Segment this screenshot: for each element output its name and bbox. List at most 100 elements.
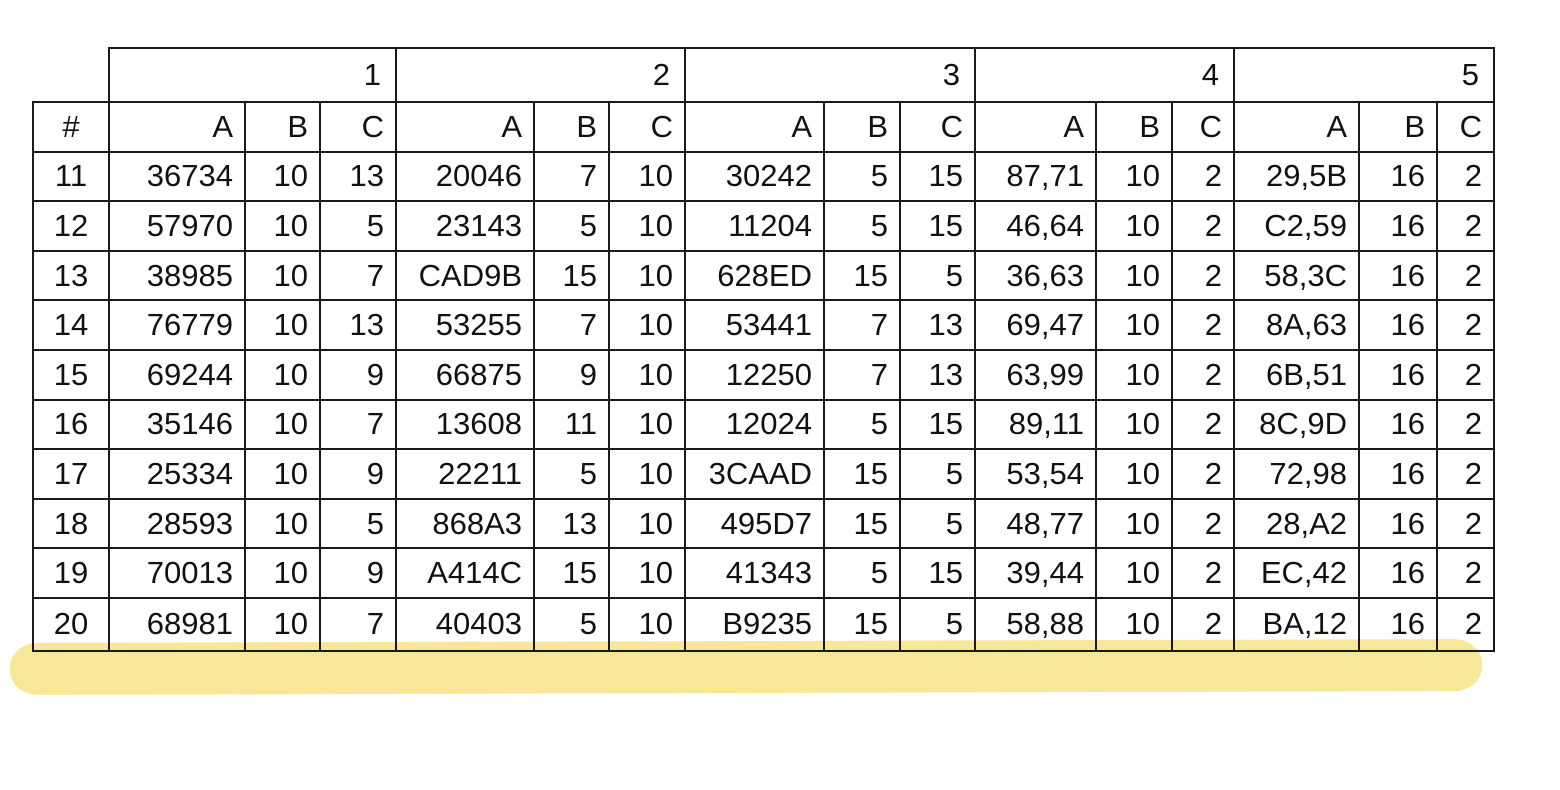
table-cell: 2: [1171, 398, 1235, 451]
table-cell: 53441: [684, 299, 825, 351]
subcolumn-header: B: [533, 101, 610, 153]
table-cell: 53,54: [974, 448, 1097, 500]
table-cell: 2: [1171, 547, 1235, 599]
table-cell: 2: [1436, 497, 1495, 550]
table-cell: 40403: [395, 596, 535, 652]
subcolumn-header: C: [608, 101, 686, 153]
table-cell: 7: [319, 596, 397, 652]
table-cell: EC,42: [1233, 547, 1360, 599]
row-number: 17: [32, 448, 110, 500]
group-header: 4: [974, 47, 1235, 103]
table-cell: 2: [1436, 547, 1495, 599]
table-cell: 15: [899, 200, 976, 252]
table-cell: 9: [319, 348, 397, 401]
table-cell: 3CAAD: [684, 448, 825, 500]
table-cell: 76779: [108, 299, 246, 351]
group-header: 2: [395, 47, 686, 103]
table-cell: 13: [319, 299, 397, 351]
table-cell: 58,88: [974, 596, 1097, 652]
table-row: 17 25334 10 9 22211 5 10 3CAAD 15 5 53,54 10 2 72,98 1…: [32, 448, 1495, 500]
table-cell: 10: [1095, 596, 1173, 652]
table-cell: B9235: [684, 596, 825, 652]
table-cell: 10: [1095, 547, 1173, 599]
table-cell: 10: [1095, 299, 1173, 351]
subcolumn-header: B: [823, 101, 901, 153]
table-cell: 2: [1171, 497, 1235, 550]
row-number: 12: [32, 200, 110, 252]
table-row: 18 28593 10 5 868A3 13 10 495D7 15 5 48,77 10 2 28,A2…: [32, 497, 1495, 550]
table-cell: 53255: [395, 299, 535, 351]
table-cell: 29,5B: [1233, 150, 1360, 203]
table-cell: 2: [1436, 249, 1495, 302]
table-cell: 38985: [108, 249, 246, 302]
table-cell: 2: [1436, 150, 1495, 203]
subcolumn-header: C: [1436, 101, 1495, 153]
table-cell: 2: [1171, 348, 1235, 401]
table-cell: 58,3C: [1233, 249, 1360, 302]
table-cell: 10: [608, 348, 686, 401]
table-cell: 10: [608, 497, 686, 550]
table-cell: 15: [823, 596, 901, 652]
table-cell: 12024: [684, 398, 825, 451]
table-cell: 7: [823, 348, 901, 401]
table-cell: 15: [899, 398, 976, 451]
table-row: 14 76779 10 13 53255 7 10 53441 7 13 69,47 10 2 8A,63…: [32, 299, 1495, 351]
table-cell: 25334: [108, 448, 246, 500]
table-cell: 16: [1358, 299, 1438, 351]
table-cell: 22211: [395, 448, 535, 500]
table-cell: 16: [1358, 596, 1438, 652]
table-cell: 13: [319, 150, 397, 203]
table-row: 20 68981 10 7 40403 5 10 B9235 15 5 58,88 10 2 BA,12 1…: [32, 596, 1495, 652]
table-cell: 2: [1171, 448, 1235, 500]
table-cell: 16: [1358, 249, 1438, 302]
subcolumn-header: A: [108, 101, 246, 153]
table-cell: 10: [608, 150, 686, 203]
table-cell: 39,44: [974, 547, 1097, 599]
subcolumn-header: A: [395, 101, 535, 153]
table-row: 15 69244 10 9 66875 9 10 12250 7 13 63,99 10 2 6B,51 1…: [32, 348, 1495, 401]
table-cell: 69,47: [974, 299, 1097, 351]
table-cell: 13: [533, 497, 610, 550]
table-row: 13 38985 10 7 CAD9B 15 10 628ED 15 5 36,63 10 2 58,3C…: [32, 249, 1495, 302]
table-cell: 48,77: [974, 497, 1097, 550]
row-number: 13: [32, 249, 110, 302]
table-cell: 68981: [108, 596, 246, 652]
table-cell: 16: [1358, 497, 1438, 550]
table-cell: 9: [319, 547, 397, 599]
subcolumn-header: A: [1233, 101, 1360, 153]
table-cell: 10: [1095, 348, 1173, 401]
table-row: 11 36734 10 13 20046 7 10 30242 5 15 87,71 10 2 29,5B…: [32, 150, 1495, 203]
table-cell: 7: [533, 299, 610, 351]
table-cell: 10: [244, 150, 321, 203]
table-cell: 15: [899, 150, 976, 203]
table-cell: 10: [244, 547, 321, 599]
table-cell: 5: [823, 150, 901, 203]
table-cell: 30242: [684, 150, 825, 203]
subcolumn-header: C: [1171, 101, 1235, 153]
row-number: 11: [32, 150, 110, 203]
table-cell: 69244: [108, 348, 246, 401]
table-cell: 10: [608, 596, 686, 652]
table-cell: 2: [1171, 596, 1235, 652]
table-cell: 10: [608, 547, 686, 599]
table-cell: 15: [533, 547, 610, 599]
table-cell: 87,71: [974, 150, 1097, 203]
table-cell: 10: [1095, 497, 1173, 550]
table-cell: 70013: [108, 547, 246, 599]
table-cell: 10: [1095, 150, 1173, 203]
table-cell: 10: [244, 299, 321, 351]
table-cell: 2: [1171, 249, 1235, 302]
table-cell: 16: [1358, 200, 1438, 252]
table-cell: 2: [1171, 200, 1235, 252]
table-cell: 35146: [108, 398, 246, 451]
table-cell: 16: [1358, 448, 1438, 500]
table-row: 12 57970 10 5 23143 5 10 11204 5 15 46,64 10 2 C2,59 1…: [32, 200, 1495, 252]
table-cell: 5: [533, 200, 610, 252]
subcolumn-header: B: [1095, 101, 1173, 153]
table-cell: 7: [319, 398, 397, 451]
table-row: 19 70013 10 9 A414C 15 10 41343 5 15 39,44 10 2 EC,42…: [32, 547, 1495, 599]
table-cell: 10: [1095, 249, 1173, 302]
table-cell: 5: [823, 200, 901, 252]
